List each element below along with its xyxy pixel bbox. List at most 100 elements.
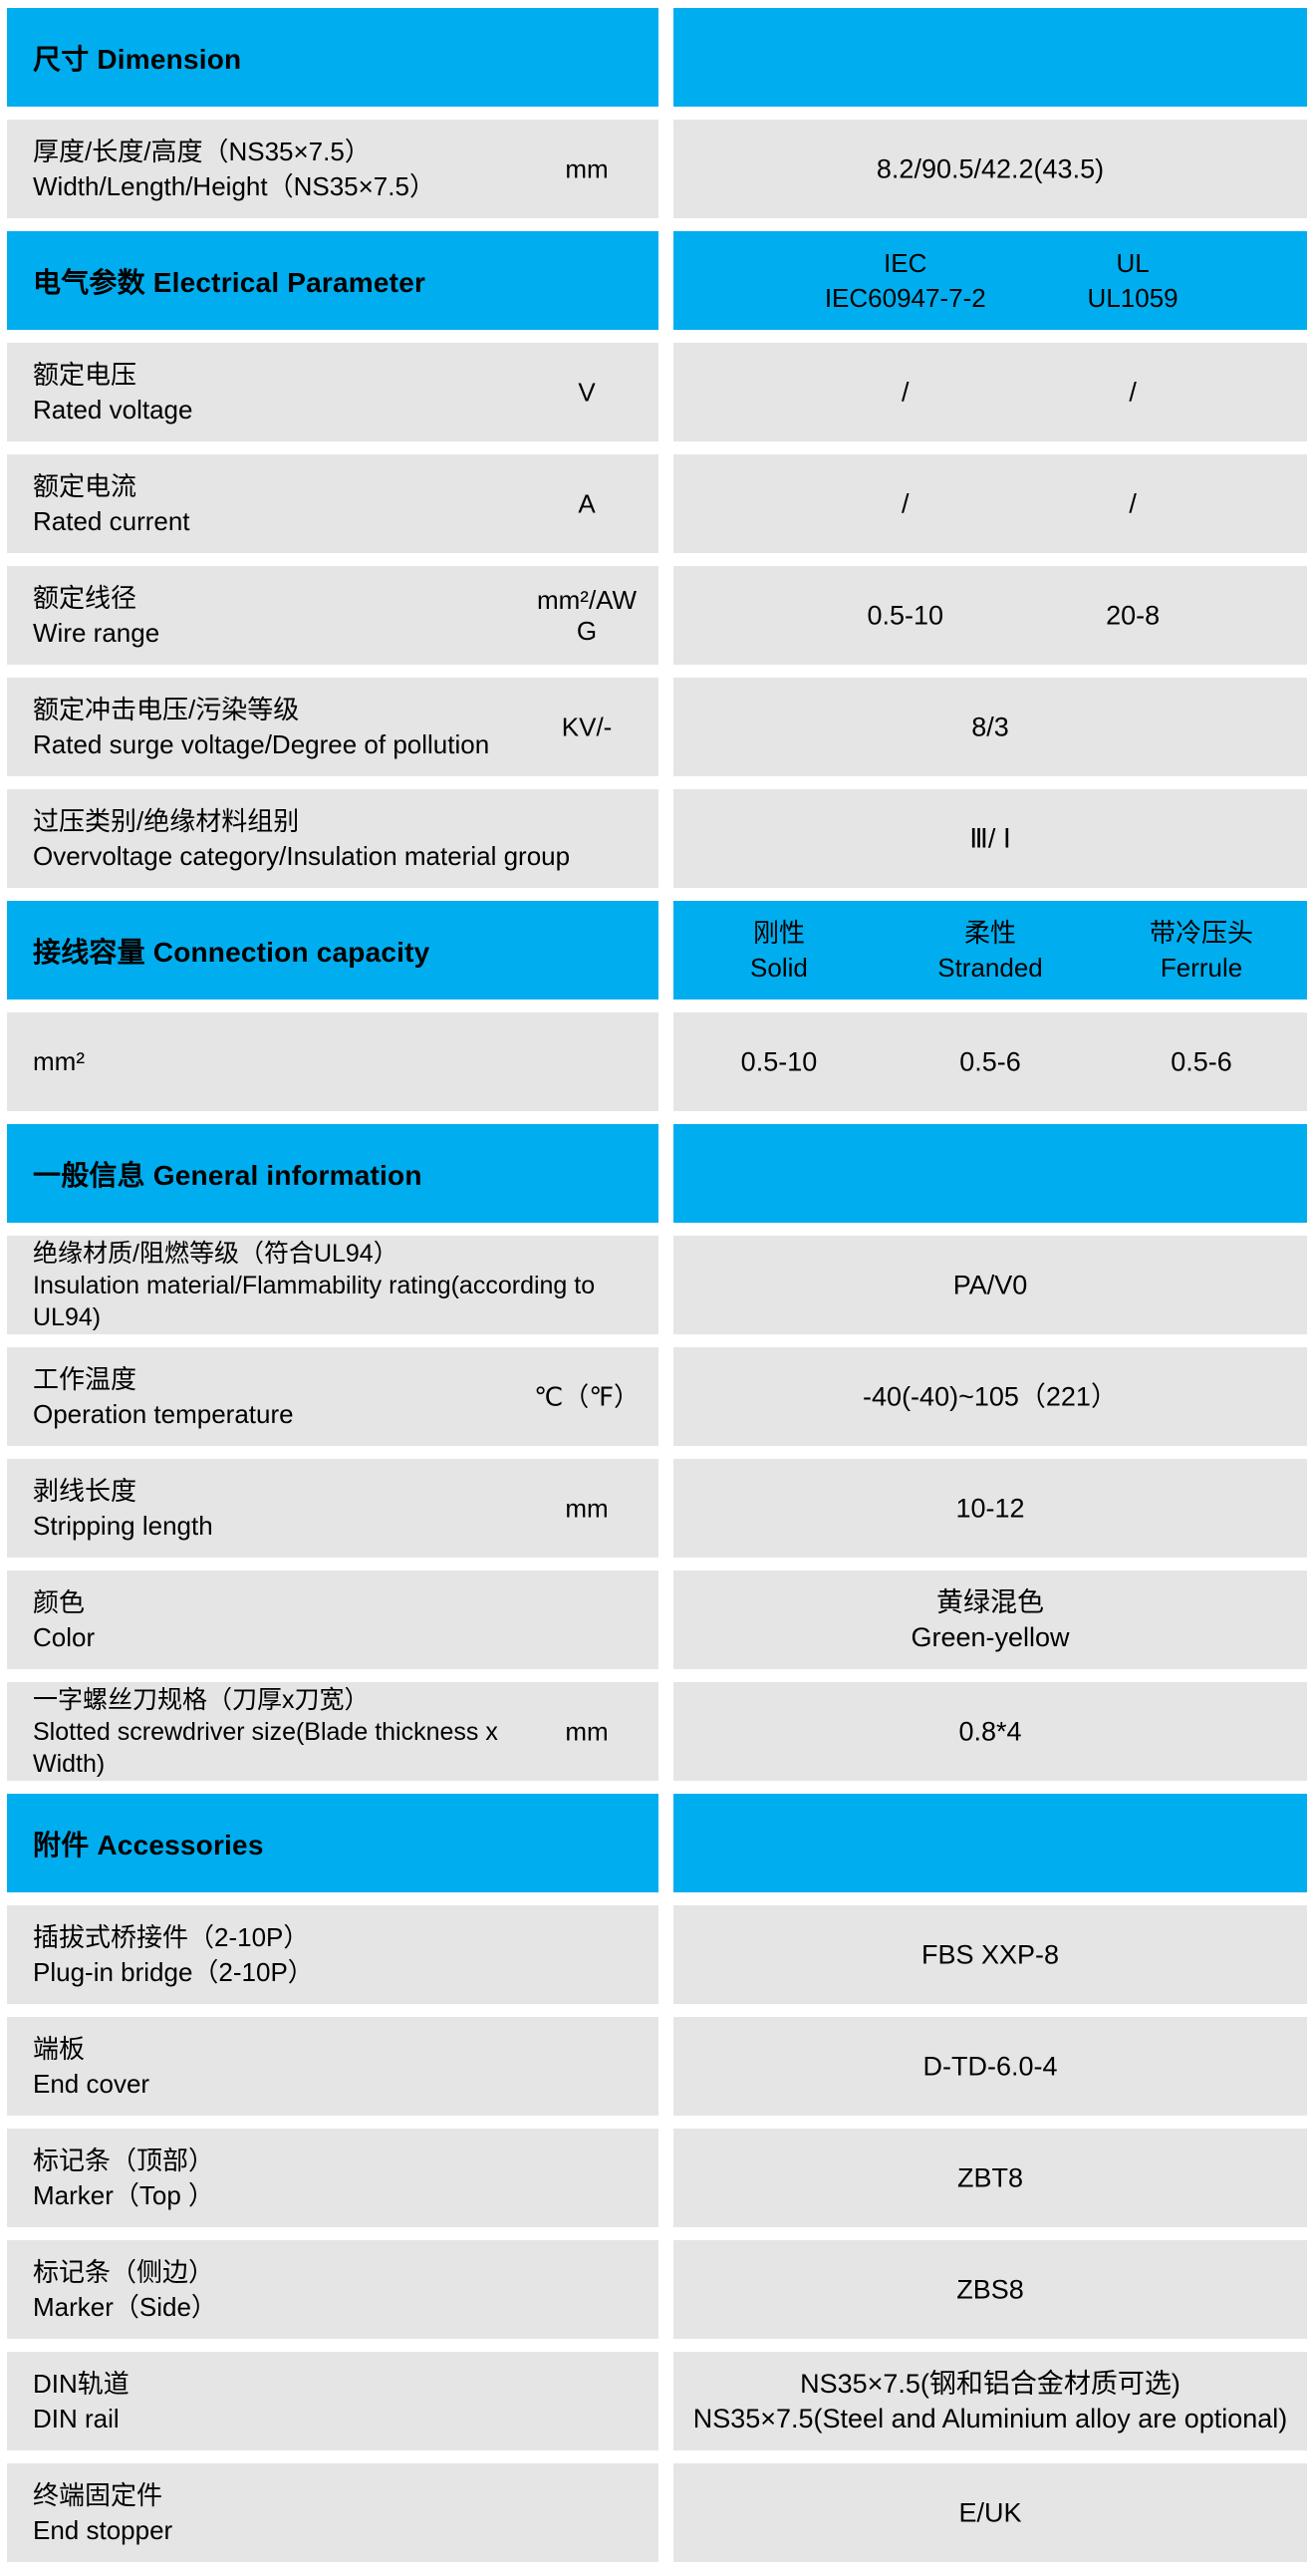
param-cell: 标记条（侧边） Marker（Side） xyxy=(7,2240,658,2339)
column-header-line: Ferrule xyxy=(1160,952,1243,983)
param-name-line: 端板 xyxy=(33,2033,86,2064)
value-text: ZBS8 xyxy=(956,2272,1024,2307)
value-text: 黄绿混色 Green-yellow xyxy=(911,1585,1069,1655)
section-header-title: 电气参数 Electrical Parameter xyxy=(33,266,426,298)
param-name: 标记条（顶部） Marker（Top ） xyxy=(7,2144,214,2213)
column-header: UL UL1059 xyxy=(1088,246,1178,316)
data-row: 剥线长度 Stripping length mm 10-12 xyxy=(7,1459,1307,1558)
section-header-left-cell: 附件 Accessories xyxy=(7,1794,658,1892)
value-line: 0.5-10 xyxy=(740,1046,818,1076)
param-unit: mm xyxy=(565,1493,608,1524)
param-name-line: Rated current xyxy=(33,505,190,536)
column-header-line: 刚性 xyxy=(752,917,805,948)
param-name: 终端固定件 End stopper xyxy=(7,2478,172,2548)
param-cell: 额定电流 Rated current A xyxy=(7,454,658,553)
value-line: 0.5-10 xyxy=(867,600,944,630)
column-header-line: UL1059 xyxy=(1087,282,1178,313)
column-header-line: UL xyxy=(1116,247,1150,278)
data-row: 额定冲击电压/污染等级 Rated surge voltage/Degree of… xyxy=(7,678,1307,776)
data-row: 标记条（侧边） Marker（Side） ZBS8 xyxy=(7,2240,1307,2339)
param-unit-line: mm xyxy=(565,1716,609,1746)
param-cell: 端板 End cover xyxy=(7,2017,658,2116)
value-line: 0.8*4 xyxy=(958,1716,1022,1746)
value-cell: 0.5-10 20-8 xyxy=(673,566,1307,665)
value-text: PA/V0 xyxy=(953,1268,1028,1302)
value-text: 10-12 xyxy=(955,1491,1024,1526)
section-header-left-cell: 一般信息 General information xyxy=(7,1124,658,1223)
param-cell: 一字螺丝刀规格（刀厚x刀宽） Slotted screwdriver size(B… xyxy=(7,1682,658,1781)
column-header: 柔性 Stranded xyxy=(937,916,1043,986)
value-cell: 0.8*4 xyxy=(673,1682,1307,1781)
value-line: 8/3 xyxy=(971,712,1009,741)
value-cell: 8.2/90.5/42.2(43.5) xyxy=(673,120,1307,218)
param-unit: mm xyxy=(565,1716,608,1747)
param-name-line: Width/Length/Height（NS35×7.5） xyxy=(33,170,435,201)
param-name-line: Plug-in bridge（2-10P） xyxy=(33,1956,314,1987)
value-cell: NS35×7.5(钢和铝合金材质可选) NS35×7.5(Steel and Al… xyxy=(673,2352,1307,2450)
section-header-left-cell: 接线容量 Connection capacity xyxy=(7,901,658,1000)
param-name: 额定电流 Rated current xyxy=(7,469,190,539)
value-text: 0.5-6 xyxy=(959,1044,1021,1079)
section-header-left-cell: 电气参数 Electrical Parameter xyxy=(7,231,658,330)
value-line: 20-8 xyxy=(1106,600,1161,630)
param-unit-line: ℃（℉） xyxy=(534,1381,641,1411)
param-name-line: Rated surge voltage/Degree of pollution xyxy=(33,728,490,759)
value-line: ZBS8 xyxy=(956,2274,1024,2304)
value-line: / xyxy=(1129,488,1137,518)
data-row: 厚度/长度/高度（NS35×7.5） Width/Length/Height（NS… xyxy=(7,120,1307,218)
value-line: / xyxy=(1129,377,1137,407)
param-name-line: 剥线长度 xyxy=(33,1475,137,1506)
value-line: 0.5-6 xyxy=(1171,1046,1232,1076)
param-cell: mm² xyxy=(7,1012,658,1111)
column-header: 带冷压头 Ferrule xyxy=(1150,916,1253,986)
data-row: 终端固定件 End stopper E/UK xyxy=(7,2463,1307,2562)
param-cell: DIN轨道 DIN rail xyxy=(7,2352,658,2450)
column-header-line: Solid xyxy=(750,952,808,983)
param-name: 端板 End cover xyxy=(7,2032,149,2102)
value-line: Ⅲ/ Ⅰ xyxy=(969,823,1011,853)
data-row: 标记条（顶部） Marker（Top ） ZBT8 xyxy=(7,2129,1307,2227)
param-unit-line: mm xyxy=(565,1493,609,1523)
section-header-right-cell xyxy=(673,1794,1307,1892)
param-name: 额定冲击电压/污染等级 Rated surge voltage/Degree of… xyxy=(7,693,489,762)
param-name: 厚度/长度/高度（NS35×7.5） Width/Length/Height（NS… xyxy=(7,135,435,204)
value-text: 8.2/90.5/42.2(43.5) xyxy=(877,151,1104,186)
section-header-title: 接线容量 Connection capacity xyxy=(33,936,430,968)
value-line: NS35×7.5(Steel and Aluminium alloy are o… xyxy=(692,2403,1288,2433)
section-header-row: 一般信息 General information xyxy=(7,1124,1307,1223)
value-line: ZBT8 xyxy=(956,2162,1024,2192)
value-text: 0.8*4 xyxy=(958,1714,1021,1749)
param-unit-line: V xyxy=(578,377,596,407)
param-name-line: End stopper xyxy=(33,2514,173,2545)
param-name-line: 一字螺丝刀规格（刀厚x刀宽） xyxy=(33,1685,370,1714)
data-row: DIN轨道 DIN rail NS35×7.5(钢和铝合金材质可选) NS35×7.5… xyxy=(7,2352,1307,2450)
value-text: D-TD-6.0-4 xyxy=(922,2049,1057,2084)
value-cell: 黄绿混色 Green-yellow xyxy=(673,1571,1307,1669)
param-cell: 颜色 Color xyxy=(7,1571,658,1669)
section-header-row: 接线容量 Connection capacity 刚性 Solid 柔性 Strande… xyxy=(7,901,1307,1000)
param-name: 标记条（侧边） Marker（Side） xyxy=(7,2255,217,2325)
param-name-line: End cover xyxy=(33,2068,150,2099)
value-cell: / / xyxy=(673,343,1307,441)
value-cell: E/UK xyxy=(673,2463,1307,2562)
param-unit: KV/- xyxy=(562,712,613,742)
value-text: 8/3 xyxy=(971,710,1009,744)
data-row: 额定电流 Rated current A / / xyxy=(7,454,1307,553)
param-unit: ℃（℉） xyxy=(534,1381,640,1412)
section-header-row: 电气参数 Electrical Parameter IEC IEC60947-7-2… xyxy=(7,231,1307,330)
param-name-line: 厚度/长度/高度（NS35×7.5） xyxy=(33,136,371,166)
data-row: 过压类别/绝缘材料组别 Overvoltage category/Insulati… xyxy=(7,789,1307,888)
param-name-line: 插拔式桥接件（2-10P） xyxy=(33,1921,310,1952)
param-cell: 过压类别/绝缘材料组别 Overvoltage category/Insulati… xyxy=(7,789,658,888)
value-cell: Ⅲ/ Ⅰ xyxy=(673,789,1307,888)
param-name-line: 颜色 xyxy=(33,1586,86,1617)
section-header-title: 一般信息 General information xyxy=(33,1159,422,1191)
value-line: PA/V0 xyxy=(952,1270,1028,1299)
param-name-line: DIN rail xyxy=(33,2403,120,2433)
column-header: IEC IEC60947-7-2 xyxy=(825,246,986,316)
param-name-line: Slotted screwdriver size(Blade thickness… xyxy=(33,1717,498,1746)
value-cell: / / xyxy=(673,454,1307,553)
param-unit: V xyxy=(578,377,595,408)
param-cell: 额定冲击电压/污染等级 Rated surge voltage/Degree of… xyxy=(7,678,658,776)
section-header-title: 附件 Accessories xyxy=(33,1829,264,1860)
